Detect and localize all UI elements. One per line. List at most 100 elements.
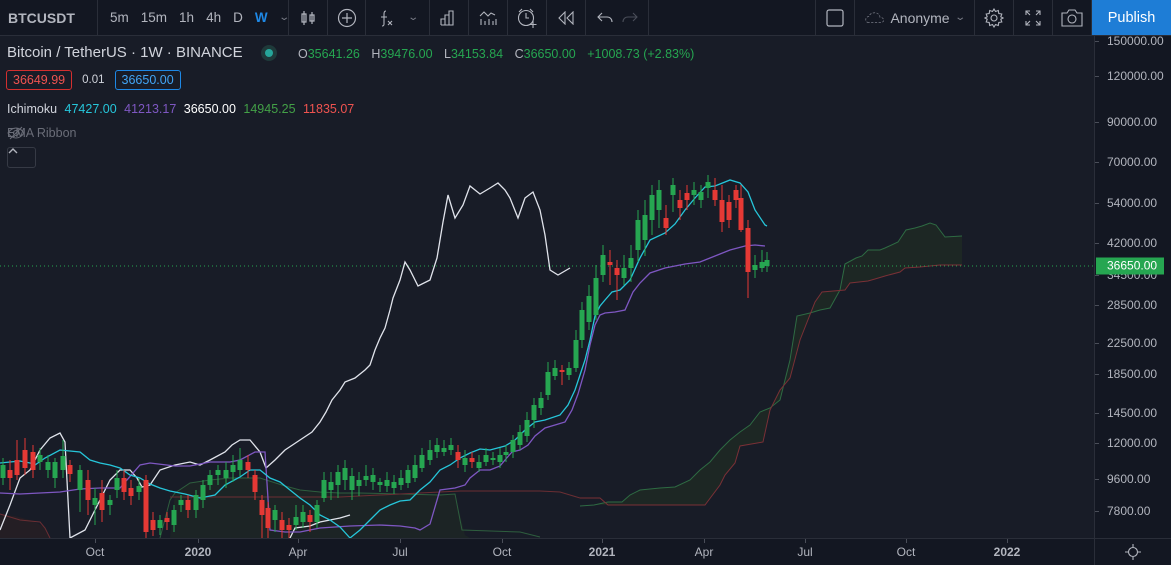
interval-d[interactable]: D: [233, 10, 243, 25]
ichimoku-legend[interactable]: Ichimoku 47427.00 41213.17 36650.00 1494…: [7, 102, 358, 116]
ichimoku-span-b: [580, 264, 962, 506]
alert-icon: [517, 8, 537, 28]
price-chart-canvas: [0, 175, 1094, 538]
ichimoku-cloud-fill: [594, 223, 962, 505]
time-label: 2021: [588, 545, 616, 559]
interval-1h[interactable]: 1h: [179, 10, 195, 25]
price-tick: [1095, 443, 1099, 444]
price-label: 28500.00: [1107, 298, 1158, 312]
interval-group: 5m 15m 1h 4h D W ⌄: [98, 0, 290, 35]
time-label: 2022: [993, 545, 1021, 559]
chevron-down-icon[interactable]: ⌄: [407, 12, 420, 23]
top-toolbar: BTCUSDT 5m 15m 1h 4h D W ⌄ ⌄ Anonyme ⌄: [0, 0, 1171, 36]
time-tick: [602, 539, 603, 543]
time-tick: [704, 539, 705, 543]
time-tick: [1007, 539, 1008, 543]
past-span-b-2: [170, 490, 581, 499]
time-label: Oct: [492, 545, 512, 559]
ichimoku-kijun: [0, 244, 766, 533]
username-label: Anonyme: [890, 9, 950, 26]
low-value: 34153.84: [450, 47, 504, 61]
price-tick: [1095, 343, 1099, 344]
chart-pane[interactable]: Bitcoin / TetherUS · 1W · BINANCE O35641…: [0, 36, 1094, 538]
ichimoku-value-span-a: 14945.25: [243, 102, 296, 116]
bar-templates-icon: [440, 9, 454, 26]
symbol-search-button[interactable]: BTCUSDT: [0, 0, 98, 35]
chart-settings-corner[interactable]: [1094, 538, 1171, 565]
interval-5m[interactable]: 5m: [110, 10, 129, 25]
time-axis[interactable]: Oct 2020 Apr Jul Oct 2021 Apr Jul Oct 2022: [0, 538, 1094, 565]
replay-button[interactable]: [547, 0, 586, 35]
price-label: 150000.00: [1107, 34, 1164, 48]
symbol-title-text: Bitcoin / TetherUS · 1W · BINANCE: [7, 44, 243, 61]
ema-ribbon-legend[interactable]: EMA Ribbon: [7, 126, 76, 140]
time-label: Jul: [392, 545, 408, 559]
symbol-label: BTCUSDT: [8, 9, 75, 26]
chevron-down-icon: ⌄: [953, 12, 966, 23]
price-axis[interactable]: 150000.00 120000.00 90000.00 70000.00 54000.…: [1094, 34, 1171, 538]
auto-scale-sun-icon: [1125, 544, 1141, 560]
time-tick: [805, 539, 806, 543]
toolbar-spacer: [649, 0, 816, 35]
current-price-badge: 36650.00: [1096, 257, 1164, 275]
cloud-icon: [865, 11, 885, 23]
user-menu[interactable]: Anonyme ⌄: [855, 0, 975, 35]
add-compare-icon: [337, 8, 356, 27]
ema-ribbon-label: EMA Ribbon: [7, 126, 77, 140]
indicators-button[interactable]: ⌄: [366, 0, 430, 35]
ohlc-values: O35641.26 H39476.00 L34153.84 C36650.00 …: [298, 47, 702, 61]
collapse-legend-button[interactable]: [7, 147, 36, 168]
price-label: 120000.00: [1107, 69, 1164, 83]
price-tick: [1095, 511, 1099, 512]
price-tick: [1095, 162, 1099, 163]
eye-hidden-icon[interactable]: [7, 126, 25, 140]
price-label: 54000.00: [1107, 196, 1158, 210]
fullscreen-icon: [1025, 9, 1041, 26]
interval-w[interactable]: W: [254, 10, 268, 25]
time-label: Apr: [288, 545, 308, 559]
compare-button[interactable]: [328, 0, 366, 35]
chart-type-button[interactable]: [289, 0, 328, 35]
interval-4h[interactable]: 4h: [206, 10, 222, 25]
open-value: 35641.26: [307, 47, 360, 61]
bid-ask-row: 36649.99 0.01 36650.00: [6, 70, 181, 90]
price-label: 18500.00: [1107, 367, 1158, 381]
interval-15m[interactable]: 15m: [140, 10, 168, 25]
time-label: Jul: [797, 545, 813, 559]
financials-button[interactable]: [469, 0, 508, 35]
chevron-down-icon[interactable]: ⌄: [277, 12, 290, 23]
time-tick: [502, 539, 503, 543]
time-tick: [95, 539, 96, 543]
time-label: Oct: [896, 545, 916, 559]
change-value: +1008.73 (+2.83%): [587, 47, 695, 61]
settings-gear-icon: [984, 7, 1004, 28]
snapshot-button[interactable]: [1053, 0, 1092, 35]
time-tick: [298, 539, 299, 543]
templates-button[interactable]: [430, 0, 469, 35]
chart-legend: Bitcoin / TetherUS · 1W · BINANCE: [7, 44, 277, 61]
lagging-span-bottom: [289, 514, 351, 538]
indicators-fx-icon: [381, 9, 393, 27]
price-tick: [1095, 374, 1099, 375]
undo-icon[interactable]: [596, 11, 613, 25]
price-label: 90000.00: [1107, 115, 1158, 129]
publish-button[interactable]: Publish: [1092, 0, 1171, 35]
candles: [0, 175, 770, 538]
time-label: 2020: [184, 545, 212, 559]
past-span-b: [0, 513, 51, 538]
sell-price-button[interactable]: 36649.99: [6, 70, 73, 90]
buy-price-button[interactable]: 36650.00: [114, 70, 181, 90]
alert-button[interactable]: [508, 0, 547, 35]
low-label: L: [444, 47, 451, 61]
redo-icon[interactable]: [621, 11, 638, 25]
price-tick: [1095, 275, 1099, 276]
layout-button[interactable]: [816, 0, 855, 35]
settings-button[interactable]: [975, 0, 1014, 35]
layout-square-icon: [826, 8, 844, 27]
market-status-icon[interactable]: [260, 44, 277, 61]
price-tick: [1095, 203, 1099, 204]
price-tick: [1095, 413, 1099, 414]
fullscreen-button[interactable]: [1014, 0, 1053, 35]
high-value: 39476.00: [380, 47, 433, 61]
time-label: Oct: [85, 545, 105, 559]
